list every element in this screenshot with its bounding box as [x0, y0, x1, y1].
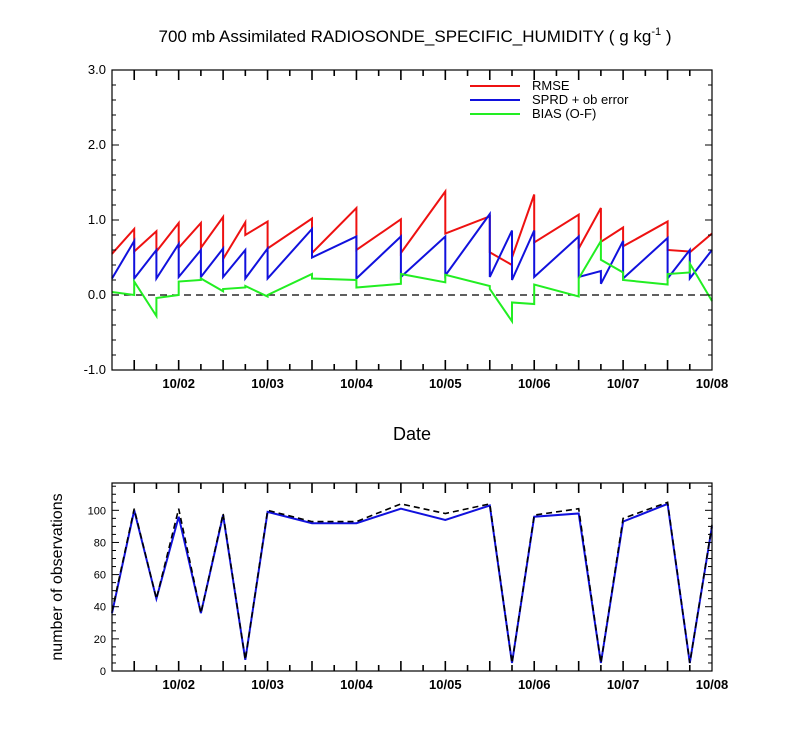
- bottom-plot-frame: [111, 482, 713, 672]
- x-tick-label: 10/04: [340, 677, 373, 692]
- top-series-lines: [111, 188, 713, 325]
- x-tick-label: 10/02: [162, 677, 195, 692]
- legend-label: SPRD + ob error: [532, 92, 629, 107]
- top-chart-title: 700 mb Assimilated RADIOSONDE_SPECIFIC_H…: [159, 26, 672, 46]
- y-tick-label: 2.0: [88, 137, 106, 152]
- x-tick-label: 10/06: [518, 677, 551, 692]
- top-y-tick-labels: -1.0 0.0 1.0 2.0 3.0: [84, 62, 106, 377]
- series-line-bias-o-f: [111, 237, 713, 325]
- bottom-x-tick-labels: 10/02 10/03 10/04 10/05 10/06 10/07 10/08: [162, 677, 728, 692]
- x-tick-label: 10/06: [518, 376, 551, 391]
- x-tick-label: 10/07: [607, 677, 640, 692]
- bottom-y-axis-title: number of observations: [49, 493, 66, 660]
- x-tick-label: 10/08: [696, 677, 729, 692]
- x-tick-label: 10/07: [607, 376, 640, 391]
- x-tick-label: 10/03: [251, 376, 284, 391]
- x-tick-label: 10/08: [696, 376, 729, 391]
- bottom-series-lines: [111, 501, 713, 664]
- y-tick-label: 40: [94, 602, 106, 614]
- top-axis-ticks: [112, 69, 712, 371]
- y-tick-label: 1.0: [88, 212, 106, 227]
- bottom-axis-ticks: [112, 483, 712, 672]
- legend-label: RMSE: [532, 78, 570, 93]
- series-line-sprd-ob-error: [111, 210, 713, 285]
- top-plot-frame: [111, 69, 713, 371]
- x-tick-label: 10/05: [429, 376, 462, 391]
- y-tick-label: 20: [94, 634, 106, 646]
- x-tick-label: 10/02: [162, 376, 195, 391]
- bottom-y-tick-labels: 0 20 40 60 80 100: [88, 505, 106, 678]
- series-line-rmse: [111, 188, 713, 267]
- y-tick-label: 0.0: [88, 287, 106, 302]
- y-tick-label: 80: [94, 537, 106, 549]
- top-x-axis-title: Date: [393, 424, 431, 444]
- y-tick-label: -1.0: [84, 362, 106, 377]
- x-tick-label: 10/05: [429, 677, 462, 692]
- legend-label: BIAS (O-F): [532, 106, 596, 121]
- x-tick-label: 10/03: [251, 677, 284, 692]
- bias-rmse-panel: 700 mb Assimilated RADIOSONDE_SPECIFIC_H…: [84, 26, 729, 444]
- y-tick-label: 60: [94, 570, 106, 582]
- x-tick-label: 10/04: [340, 376, 373, 391]
- y-tick-label: 3.0: [88, 62, 106, 77]
- top-x-tick-labels: 10/02 10/03 10/04 10/05 10/06 10/07 10/08: [162, 376, 728, 391]
- y-tick-label: 0: [100, 666, 106, 678]
- y-tick-label: 100: [88, 505, 106, 517]
